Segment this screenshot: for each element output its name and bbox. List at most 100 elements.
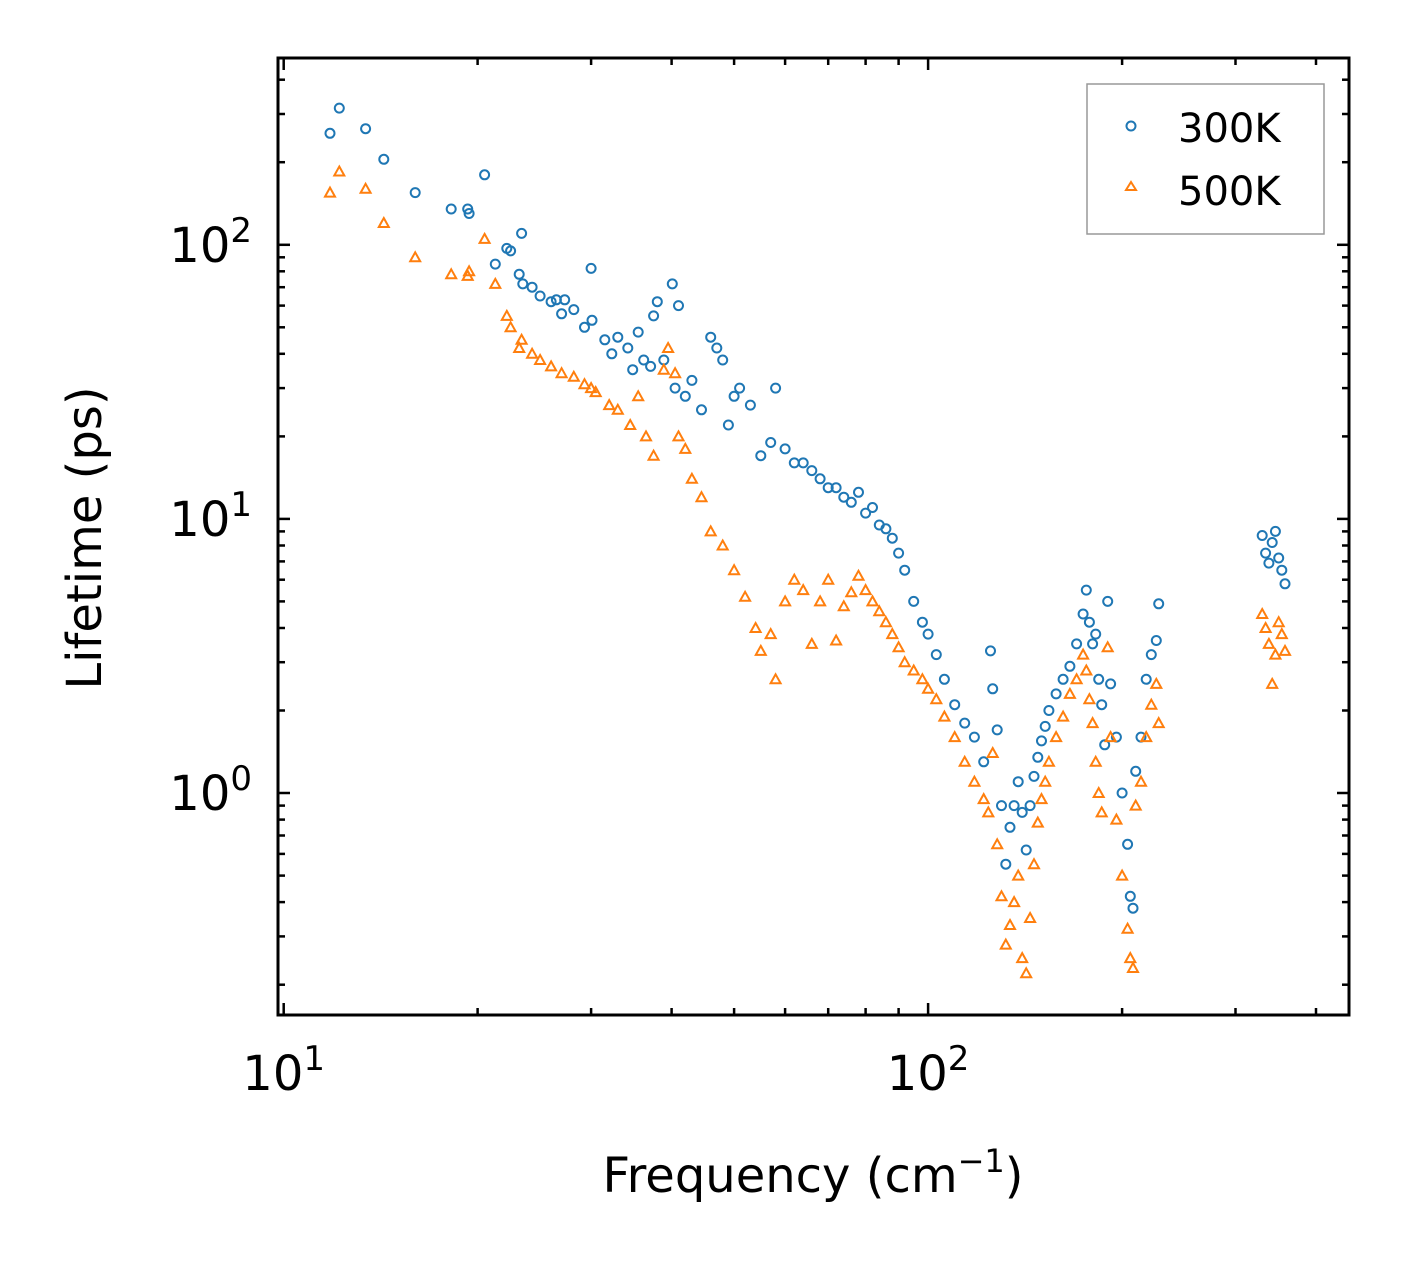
point-500k [986, 745, 1000, 758]
point-300k [1016, 806, 1028, 818]
point-500k [584, 381, 598, 394]
point-300k [632, 326, 644, 338]
point-500k [805, 636, 819, 649]
point-500k [1129, 798, 1143, 811]
y-tick-label-exp: 1 [230, 485, 252, 525]
point-300k [1020, 844, 1032, 856]
point-300k [669, 382, 681, 394]
point-300k [1090, 628, 1102, 640]
point-300k [1150, 635, 1162, 646]
plot-area [323, 102, 1292, 979]
point-300k [838, 491, 850, 503]
y-tick-label-base: 10 [169, 492, 230, 548]
point-500k [1027, 857, 1041, 870]
point-500k [727, 563, 741, 576]
point-300k [1008, 800, 1020, 812]
point-300k [627, 364, 639, 376]
y-tick-label: 102 [169, 211, 252, 274]
point-500k [1082, 692, 1097, 705]
point-500k [821, 572, 835, 585]
point-300k [711, 342, 723, 354]
point-300k [1071, 638, 1083, 650]
point-500k [1152, 716, 1166, 729]
point-300k [1130, 765, 1142, 777]
point-500k [1049, 730, 1063, 743]
point-300k [679, 390, 691, 402]
x-tick-label: 101 [242, 1039, 325, 1102]
point-500k [631, 389, 645, 402]
point-300k [1276, 564, 1288, 576]
point-500k [514, 332, 529, 345]
point-300k [673, 300, 684, 312]
x-tick-label-base: 10 [887, 1046, 948, 1102]
point-300k [1269, 525, 1281, 537]
point-500k [567, 369, 581, 382]
point-500k [332, 164, 346, 177]
point-300k [513, 268, 525, 280]
x-axis-title-text: Frequency (cm [602, 1148, 957, 1204]
y-tick-label-exp: 0 [230, 759, 252, 799]
point-500k [844, 585, 858, 598]
point-300k [880, 523, 892, 535]
point-300k [1122, 838, 1134, 850]
point-500k [1139, 730, 1153, 743]
point-500k [837, 599, 851, 612]
y-tick-label-base: 10 [169, 766, 230, 822]
point-300k [744, 399, 756, 411]
point-300k [1096, 699, 1108, 711]
point-500k [1255, 606, 1269, 619]
point-300k [853, 486, 864, 498]
point-300k [899, 564, 911, 576]
point-500k [646, 448, 661, 461]
point-300k [968, 731, 980, 743]
point-300k [606, 348, 618, 360]
point-500k [1023, 910, 1037, 923]
point-500k [1076, 647, 1090, 660]
point-500k [754, 643, 768, 656]
point-300k [985, 645, 996, 657]
point-300k [489, 258, 501, 270]
point-500k [512, 340, 526, 353]
point-300k [559, 294, 571, 306]
point-300k [534, 290, 546, 302]
point-500k [1069, 672, 1084, 685]
point-300k [696, 404, 707, 416]
point-300k [1080, 584, 1092, 596]
point-300k [686, 374, 698, 386]
point-500k [685, 471, 699, 484]
point-500k [462, 264, 476, 277]
point-500k [748, 620, 763, 633]
point-500k [1120, 921, 1135, 934]
point-300k [1140, 673, 1152, 685]
point-500k [1103, 730, 1118, 743]
point-300k [860, 507, 872, 519]
point-500k [915, 672, 930, 685]
series-500k [323, 164, 1292, 979]
point-500k [977, 792, 991, 805]
point-500k [768, 672, 783, 685]
y-tick-label-base: 10 [169, 218, 230, 274]
point-300k [579, 321, 590, 333]
point-300k [1260, 547, 1272, 559]
point-300k [1004, 821, 1016, 833]
point-300k [806, 465, 818, 477]
point-500k [829, 633, 843, 646]
point-300k [987, 683, 999, 695]
point-500k [639, 429, 653, 442]
point-300k [545, 296, 557, 308]
point-500k [1038, 774, 1052, 787]
point-500k [1268, 647, 1283, 660]
point-300k [651, 296, 663, 308]
point-500k [694, 490, 709, 503]
point-500k [999, 937, 1013, 950]
point-500k [1262, 636, 1276, 649]
point-500k [929, 692, 943, 705]
point-500k [1056, 709, 1070, 722]
point-300k [717, 354, 729, 366]
point-500k [1258, 620, 1273, 633]
point-500k [602, 398, 616, 411]
point-300k [1087, 638, 1099, 650]
point-500k [1144, 697, 1158, 710]
point-300k [1093, 673, 1105, 685]
